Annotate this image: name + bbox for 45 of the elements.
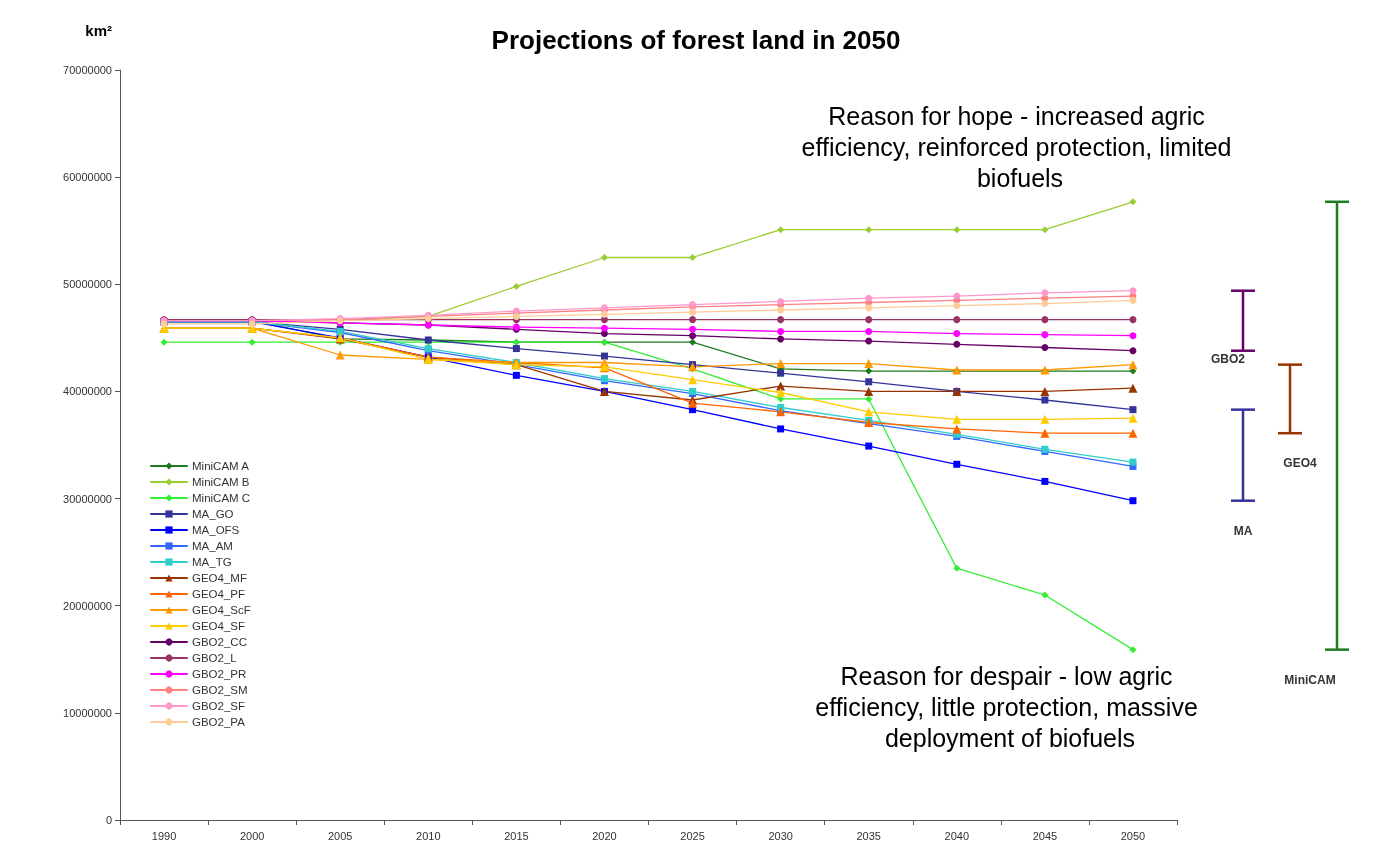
y-tick-label: 50000000 — [63, 278, 112, 291]
text: MiniCAM — [1284, 672, 1336, 687]
legend-label: MA_AM — [192, 540, 233, 552]
x-tick-label: 2005 — [327, 829, 353, 842]
legend-label: GBO2_CC — [192, 636, 247, 648]
x-tick-label: 2045 — [1032, 829, 1058, 842]
x-tick-label: 2035 — [856, 829, 881, 842]
x-tick-label: 2010 — [416, 829, 441, 842]
annotation: Reason for hope - increased agric efficiency, reinforced protection, limited biofuels — [801, 101, 1239, 192]
x-tick-label: 2040 — [944, 829, 970, 842]
legend-label: GBO2_PR — [192, 668, 247, 680]
y-tick-label: 10000000 — [63, 706, 112, 719]
x-tick-label: 2030 — [768, 829, 793, 842]
x-tick-label: 1990 — [151, 829, 177, 842]
annotation: Reason for despair - low agric efficiency, little protection, massive deployment of biofuels — [815, 661, 1205, 752]
legend-label: MiniCAM C — [192, 492, 251, 504]
x-tick-label: 2025 — [680, 829, 705, 842]
legend-label: MA_GO — [192, 508, 234, 520]
x-tick-label: 2015 — [504, 829, 529, 842]
legend-label: GBO2_SF — [192, 700, 246, 712]
legend-label: GEO4_SF — [192, 620, 246, 632]
legend-label: GEO4_MF — [192, 572, 247, 584]
legend-label: GEO4_ScF — [192, 604, 251, 616]
legend-label: GBO2_PA — [192, 716, 246, 728]
x-tick-label: 2000 — [239, 829, 265, 842]
legend-label: MA_OFS — [192, 524, 240, 536]
y-tick-label: 60000000 — [63, 171, 112, 184]
legend-label: MA_TG — [192, 556, 232, 568]
text: GEO4 — [1283, 456, 1317, 471]
y-axis-title: km² — [85, 22, 112, 39]
legend-label: GBO2_L — [192, 652, 238, 664]
x-tick-label: 2050 — [1120, 829, 1146, 842]
legend-label: GEO4_PF — [192, 588, 246, 600]
y-tick-label: 40000000 — [63, 385, 112, 398]
legend-label: GBO2_SM — [192, 684, 248, 696]
legend-label: MiniCAM A — [192, 460, 250, 472]
y-tick-label: 30000000 — [63, 492, 112, 505]
chart-title: Projections of forest land in 2050 — [491, 25, 901, 55]
y-tick-label: 70000000 — [63, 64, 112, 76]
legend-label: MiniCAM B — [192, 476, 250, 488]
y-tick-label: 0 — [105, 814, 112, 826]
x-tick-label: 2020 — [592, 829, 617, 842]
y-tick-label: 20000000 — [63, 599, 112, 612]
text: MA — [1233, 523, 1253, 538]
text: GBO2 — [1210, 351, 1246, 366]
